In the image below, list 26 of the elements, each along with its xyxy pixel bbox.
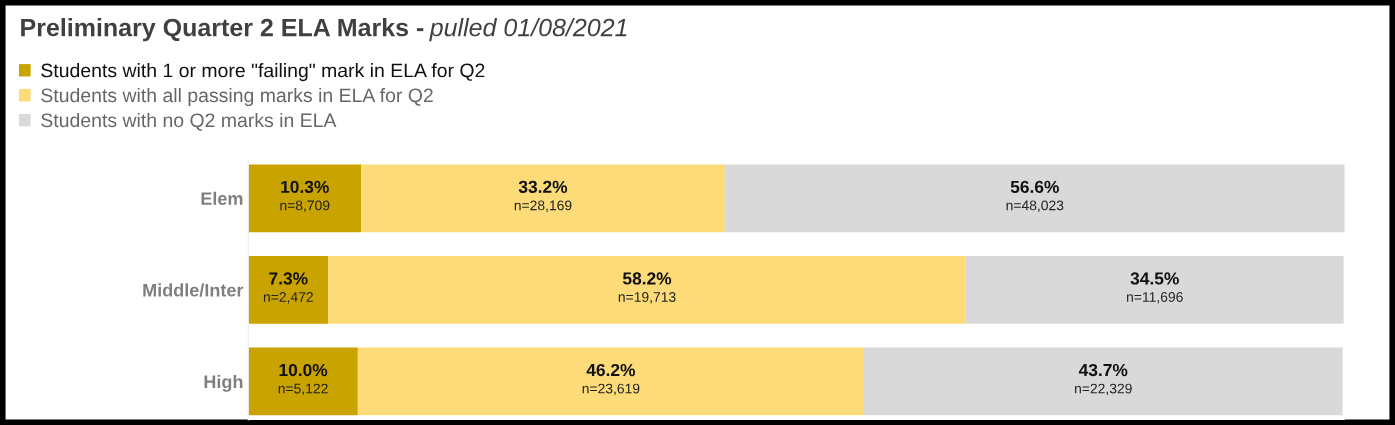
data-label: 34.5% n=11,696 [1127, 272, 1183, 304]
bar [248, 164, 362, 233]
legend-label: Students with 1 or more "failing" mark in ELA for Q2 [41, 63, 485, 82]
bar [248, 347, 358, 416]
data-label: 10.0% n=5,122 [278, 363, 328, 396]
data-label: 43.7% n=22,329 [1075, 363, 1132, 396]
data-label: 46.2% n=23,619 [582, 363, 640, 396]
bar [328, 255, 966, 324]
bar [724, 164, 1345, 233]
chart-title: Preliminary Quarter 2 ELA Marks - [21, 18, 424, 42]
data-label: 56.6% n=48,023 [1006, 180, 1064, 212]
y-tick-label: High [204, 374, 243, 392]
chart-subtitle: pulled 01/08/2021 [429, 18, 627, 42]
data-label: 58.2% n=19,713 [618, 272, 676, 304]
data-label: 10.3% n=8,709 [280, 180, 330, 212]
bar [357, 347, 864, 416]
legend-label: Students with no Q2 marks in ELA [41, 112, 337, 131]
legend-label: Students with all passing marks in ELA for Q2 [41, 87, 433, 107]
y-tick-label: Middle/Inter [143, 283, 244, 297]
bar [248, 255, 329, 324]
data-label: 33.2% n=28,169 [514, 180, 572, 212]
bar [965, 255, 1344, 324]
bar [863, 347, 1343, 416]
data-label: 7.3% n=2,472 [263, 272, 313, 304]
y-tick-label: Elem [201, 191, 243, 205]
bar [361, 164, 725, 233]
